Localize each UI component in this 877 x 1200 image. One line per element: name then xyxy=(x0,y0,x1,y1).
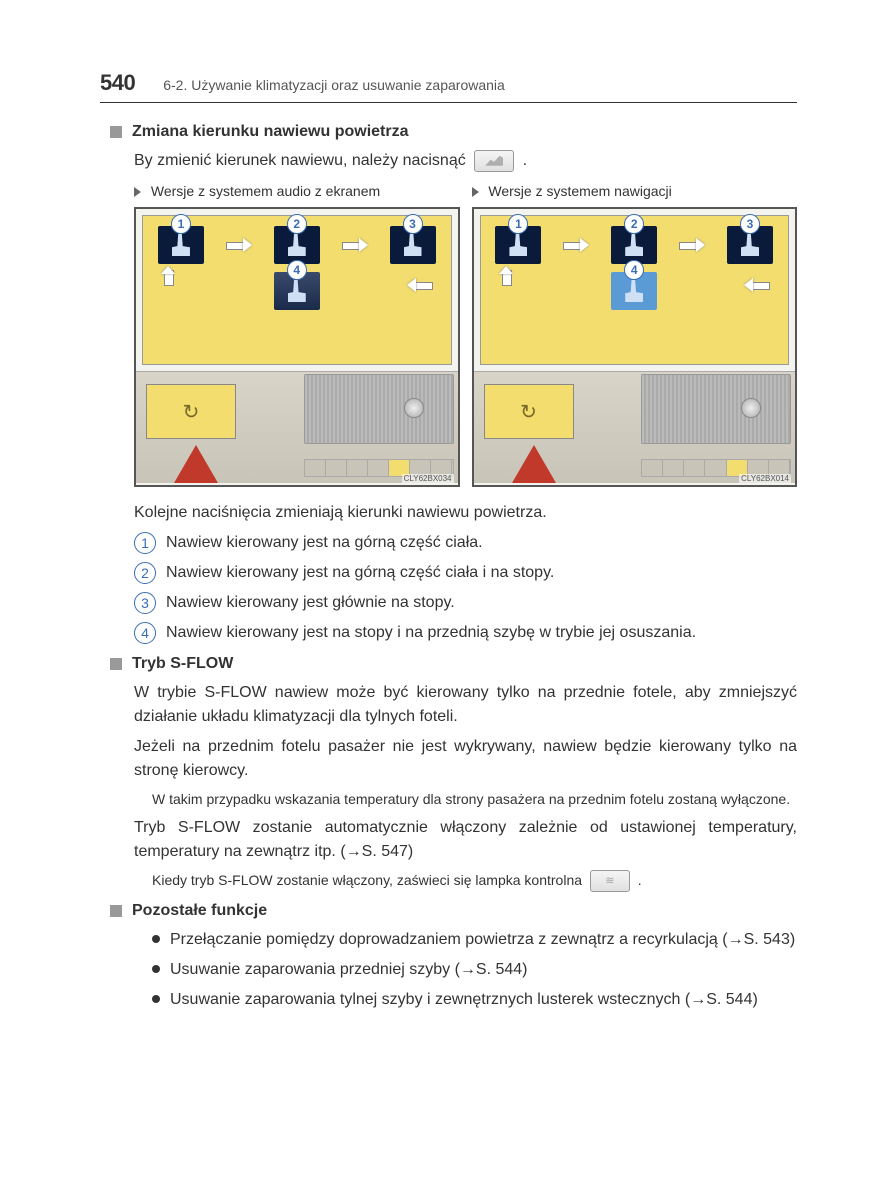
screen-area: 1 2 3 4 xyxy=(142,215,452,365)
triangle-icon xyxy=(472,187,479,197)
section-marker-icon xyxy=(110,126,122,138)
diagram-col-audio: Wersje z systemem audio z ekranem 1 2 3 xyxy=(134,183,460,487)
mode-face-icon: 1 xyxy=(158,226,204,264)
dash-knob-icon xyxy=(741,398,761,418)
dash-center-console xyxy=(304,374,454,444)
number-badge: 1 xyxy=(134,532,156,554)
section-head-airflow: Zmiana kierunku nawiewu powietrza xyxy=(110,123,797,141)
page-number: 540 xyxy=(100,70,135,96)
intro-text-a: By zmienić kierunek nawiewu, należy naci… xyxy=(134,152,470,169)
bullet-icon xyxy=(152,935,160,943)
dash-center-console xyxy=(641,374,791,444)
section-title: Tryb S-FLOW xyxy=(132,655,233,673)
after-diagram-text: Kolejne naciśnięcia zmieniają kierunki n… xyxy=(134,501,797,525)
diagram-col-nav: Wersje z systemem nawigacji 1 2 3 xyxy=(472,183,798,487)
arrow-up-icon xyxy=(499,266,513,286)
airflow-button-icon xyxy=(474,150,514,172)
section-head-sflow: Tryb S-FLOW xyxy=(110,655,797,673)
section-marker-icon xyxy=(110,905,122,917)
triangle-icon xyxy=(134,187,141,197)
intro-paragraph: By zmienić kierunek nawiewu, należy naci… xyxy=(134,149,797,173)
screen-area: 1 2 3 4 xyxy=(480,215,790,365)
diagram-row: Wersje z systemem audio z ekranem 1 2 3 xyxy=(134,183,797,487)
mode-feet-icon: 3 xyxy=(390,226,436,264)
list-item: Usuwanie zaparowania przedniej szyby (→S… xyxy=(152,958,797,982)
chapter-title: 6-2. Używanie klimatyzacji oraz usuwanie… xyxy=(163,77,505,93)
list-item: 2Nawiew kierowany jest na górną część ci… xyxy=(134,561,797,585)
mode-bilevel-icon: 2 xyxy=(274,226,320,264)
dashboard-illustration xyxy=(136,371,458,483)
mode-cycle-bottom: 4 xyxy=(481,268,789,314)
sflow-p3-sub: Kiedy tryb S-FLOW zostanie włączony, zaś… xyxy=(152,870,797,892)
mode-defrost-feet-icon: 4 xyxy=(274,272,320,310)
arrow-right-icon xyxy=(226,238,252,252)
red-pointer-icon xyxy=(174,445,218,483)
dash-small-screen xyxy=(484,384,574,439)
section-title: Pozostałe funkcje xyxy=(132,902,267,920)
section-marker-icon xyxy=(110,658,122,670)
list-item: 1Nawiew kierowany jest na górną część ci… xyxy=(134,531,797,555)
list-item: Przełączanie pomiędzy doprowadzaniem pow… xyxy=(152,928,797,952)
bullet-icon xyxy=(152,995,160,1003)
bullet-icon xyxy=(152,965,160,973)
bullet-list: Przełączanie pomiędzy doprowadzaniem pow… xyxy=(152,928,797,1012)
diagram-nav: 1 2 3 4 xyxy=(472,207,798,487)
section-head-other: Pozostałe funkcje xyxy=(110,902,797,920)
image-code: CLY62BX014 xyxy=(739,474,791,483)
number-badge: 3 xyxy=(134,592,156,614)
list-item: 3Nawiew kierowany jest głównie na stopy. xyxy=(134,591,797,615)
arrow-left-icon xyxy=(407,278,433,292)
image-code: CLY62BX034 xyxy=(402,474,454,483)
arrow-right-icon xyxy=(342,238,368,252)
page-header: 540 6-2. Używanie klimatyzacji oraz usuw… xyxy=(100,70,797,103)
mode-bilevel-icon: 2 xyxy=(611,226,657,264)
mode-defrost-feet-icon: 4 xyxy=(611,272,657,310)
intro-text-b: . xyxy=(523,152,527,169)
mode-feet-icon: 3 xyxy=(727,226,773,264)
col-head-nav: Wersje z systemem nawigacji xyxy=(472,183,798,199)
diagram-audio: 1 2 3 4 xyxy=(134,207,460,487)
number-badge: 2 xyxy=(134,562,156,584)
section-title: Zmiana kierunku nawiewu powietrza xyxy=(132,123,409,141)
mode-cycle-bottom: 4 xyxy=(143,268,451,314)
dash-knob-icon xyxy=(404,398,424,418)
arrow-up-icon xyxy=(161,266,175,286)
col-head-audio: Wersje z systemem audio z ekranem xyxy=(134,183,460,199)
content: Zmiana kierunku nawiewu powietrza By zmi… xyxy=(134,123,797,1012)
number-badge: 4 xyxy=(134,622,156,644)
sflow-p2: Jeżeli na przednim fotelu pasażer nie je… xyxy=(134,735,797,783)
red-pointer-icon xyxy=(512,445,556,483)
dash-small-screen xyxy=(146,384,236,439)
list-item: 4Nawiew kierowany jest na stopy i na prz… xyxy=(134,621,797,645)
dashboard-illustration xyxy=(474,371,796,483)
sflow-p1: W trybie S-FLOW nawiew może być kierowan… xyxy=(134,681,797,729)
page-container: 540 6-2. Używanie klimatyzacji oraz usuw… xyxy=(0,0,877,1058)
arrow-right-icon xyxy=(679,238,705,252)
sflow-p3: Tryb S-FLOW zostanie automatycznie włącz… xyxy=(134,816,797,864)
list-item: Usuwanie zaparowania tylnej szyby i zewn… xyxy=(152,988,797,1012)
arrow-right-icon xyxy=(563,238,589,252)
numbered-list: 1Nawiew kierowany jest na górną część ci… xyxy=(134,531,797,645)
sflow-p2-sub: W takim przypadku wskazania temperatury … xyxy=(152,789,797,810)
mode-face-icon: 1 xyxy=(495,226,541,264)
arrow-left-icon xyxy=(744,278,770,292)
sflow-indicator-icon xyxy=(590,870,630,892)
